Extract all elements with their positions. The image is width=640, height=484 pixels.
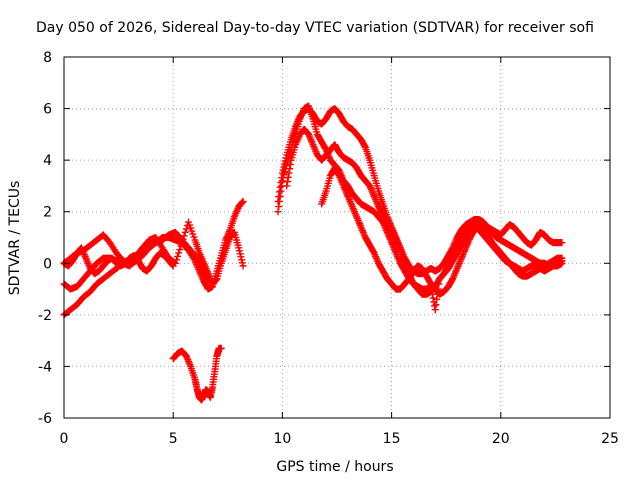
data-point [172,256,180,264]
data-point [275,193,283,201]
series-track-6 [274,102,566,314]
plot-frame [63,56,611,419]
data-point [239,197,247,205]
data-point [176,246,184,254]
data-point [217,344,225,352]
data-point [274,197,282,205]
data-point [174,252,182,260]
y-tick-label: 4 [43,153,52,169]
data-point [278,174,286,182]
data-point [361,142,369,150]
y-tick-label: 0 [43,256,52,272]
data-point [177,242,185,250]
data-point [431,302,439,310]
y-tick-label: -6 [38,411,52,427]
data-point [238,198,246,206]
y-tick-label: -4 [38,359,52,375]
data-point [283,178,291,186]
data-point [179,235,187,243]
x-axis-label: GPS time / hours [276,459,393,475]
data-point [275,188,283,196]
data-point [212,276,220,284]
data-point [277,178,285,186]
data-point [431,306,439,314]
y-tick-label: 6 [43,102,52,118]
y-tick-label: 8 [43,50,52,66]
x-tick-label: 15 [383,431,401,447]
y-tick-label: -2 [38,308,52,324]
data-point [181,228,189,236]
data-point [433,295,441,303]
data-point [284,173,292,181]
data-marks [60,102,566,404]
series-track-9 [318,164,566,298]
data-point [558,254,566,262]
data-point [213,275,221,283]
data-point [285,169,293,177]
data-point [239,262,247,270]
x-tick-label: 25 [601,431,619,447]
data-point [169,262,177,270]
x-tick-label: 10 [273,431,291,447]
series-track-4 [60,244,177,278]
data-point [274,208,282,216]
data-point [178,239,186,247]
y-tick-label: 2 [43,205,52,221]
data-point [286,165,294,173]
data-point [276,183,284,191]
data-point [168,261,176,269]
y-axis-label: SDTVAR / TECUs [7,181,23,296]
data-point [175,249,183,257]
x-tick-label: 20 [492,431,510,447]
series-track-5 [169,344,225,404]
axis-ticks: 0 5 10 15 20 25 -6 -4 -2 0 2 4 6 8 [38,50,619,447]
x-tick-label: 5 [169,431,178,447]
data-point [275,203,283,211]
data-point [432,301,440,309]
data-point [429,294,437,302]
data-point [283,182,291,190]
data-point [182,225,190,233]
data-point [558,239,566,247]
chart-title: Day 050 of 2026, Sidereal Day-to-day VTE… [36,20,594,36]
data-point [180,232,188,240]
data-point [277,187,285,195]
x-tick-label: 0 [60,431,69,447]
data-point [286,160,294,168]
